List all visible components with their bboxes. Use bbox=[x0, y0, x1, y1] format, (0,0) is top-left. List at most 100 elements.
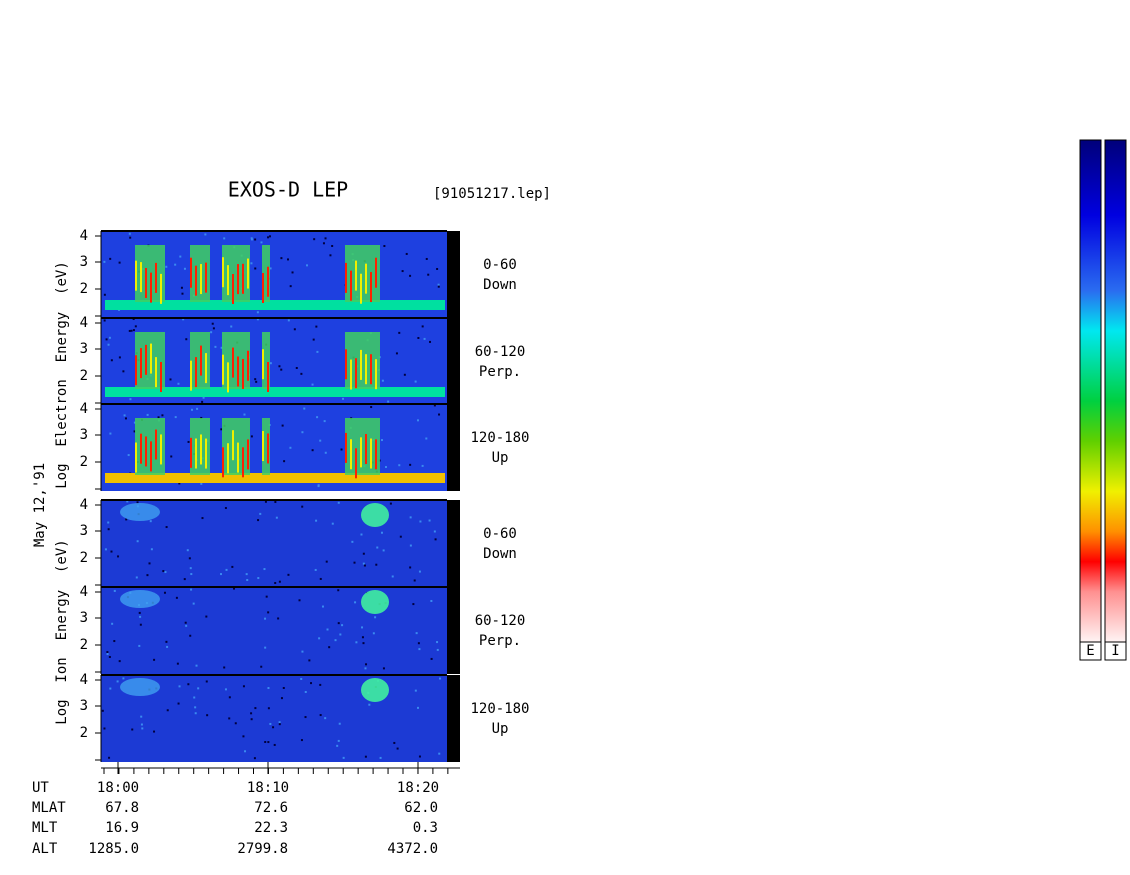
row-value: 4372.0 bbox=[387, 841, 438, 857]
speckle bbox=[339, 633, 342, 636]
file-name: [91051217.lep] bbox=[433, 186, 551, 202]
speckle bbox=[170, 455, 173, 458]
speckle bbox=[201, 517, 204, 520]
speckle bbox=[212, 327, 215, 330]
speckle bbox=[150, 548, 153, 551]
speckle bbox=[430, 657, 433, 660]
speckle bbox=[399, 535, 402, 538]
speckle bbox=[319, 577, 322, 580]
speckle bbox=[421, 325, 424, 328]
speckle bbox=[129, 398, 132, 401]
speckle bbox=[118, 261, 121, 264]
speckle bbox=[165, 526, 168, 529]
speckle bbox=[109, 432, 112, 435]
speckle bbox=[223, 666, 226, 669]
speckle bbox=[354, 601, 357, 604]
burst-streak bbox=[200, 434, 202, 465]
y-tick-label: 4 bbox=[80, 497, 88, 513]
row-value: 22.3 bbox=[254, 820, 288, 836]
speckle bbox=[267, 741, 270, 744]
speckle bbox=[140, 715, 143, 718]
speckle bbox=[334, 639, 337, 642]
speckle bbox=[103, 293, 106, 296]
speckle bbox=[280, 257, 283, 260]
burst-streak bbox=[262, 273, 264, 304]
speckle bbox=[362, 552, 365, 555]
blob bbox=[120, 503, 160, 521]
y-tick-label: 3 bbox=[80, 254, 88, 270]
speckle bbox=[434, 538, 437, 541]
speckle bbox=[414, 689, 417, 692]
burst-streak bbox=[365, 263, 367, 294]
direction-label: Up bbox=[492, 721, 509, 737]
speckle bbox=[165, 265, 168, 268]
speckle bbox=[416, 419, 419, 422]
speckle bbox=[269, 267, 272, 270]
speckle bbox=[383, 244, 386, 247]
speckle bbox=[311, 383, 314, 386]
burst-streak bbox=[150, 343, 152, 374]
speckle bbox=[161, 414, 164, 417]
burst-streak bbox=[370, 272, 372, 303]
speckle bbox=[196, 407, 199, 410]
burst-streak bbox=[375, 439, 377, 470]
speckle bbox=[205, 680, 208, 683]
speckle bbox=[417, 336, 420, 339]
burst-streak bbox=[155, 262, 157, 293]
speckle bbox=[384, 466, 387, 469]
speckle bbox=[337, 622, 340, 625]
speckle bbox=[122, 677, 125, 680]
row-value: 72.6 bbox=[254, 800, 288, 816]
speckle bbox=[201, 400, 204, 403]
angle-label: 0-60 bbox=[483, 526, 517, 542]
speckle bbox=[304, 716, 307, 719]
speckle bbox=[317, 484, 320, 487]
speckle bbox=[423, 337, 426, 340]
speckle bbox=[287, 573, 290, 576]
burst-streak bbox=[370, 438, 372, 469]
speckle bbox=[382, 667, 385, 670]
speckle bbox=[409, 274, 412, 277]
speckle bbox=[436, 641, 439, 644]
speckle bbox=[133, 430, 136, 433]
speckle bbox=[220, 428, 223, 431]
speckle bbox=[274, 581, 277, 584]
burst-streak bbox=[227, 443, 229, 474]
speckle bbox=[362, 642, 365, 645]
speckle bbox=[242, 735, 245, 738]
speckle bbox=[250, 435, 253, 438]
speckle bbox=[275, 516, 278, 519]
burst-streak bbox=[205, 353, 207, 384]
speckle bbox=[269, 722, 272, 725]
speckle bbox=[106, 653, 109, 656]
speckle bbox=[289, 285, 292, 288]
speckle bbox=[391, 575, 394, 578]
speckle bbox=[418, 755, 421, 758]
speckle bbox=[128, 232, 131, 235]
speckle bbox=[289, 446, 292, 449]
speckle bbox=[189, 567, 192, 570]
speckle bbox=[342, 756, 345, 759]
speckle bbox=[136, 540, 139, 543]
speckle bbox=[183, 267, 186, 270]
speckle bbox=[117, 555, 120, 558]
speckle bbox=[437, 283, 440, 286]
speckle bbox=[280, 697, 283, 700]
burst-streak bbox=[375, 359, 377, 390]
speckle bbox=[303, 407, 306, 410]
speckle bbox=[353, 561, 356, 564]
speckle bbox=[361, 626, 364, 629]
burst-streak bbox=[200, 345, 202, 376]
speckle bbox=[139, 615, 142, 618]
speckle bbox=[126, 500, 129, 503]
burst-streak bbox=[247, 439, 249, 470]
burst-streak bbox=[190, 360, 192, 391]
colorbar bbox=[1079, 139, 1102, 643]
speckle bbox=[324, 451, 327, 454]
speckle bbox=[361, 636, 364, 639]
speckle bbox=[182, 318, 185, 321]
speckle bbox=[106, 651, 109, 654]
speckle bbox=[139, 623, 142, 626]
speckle bbox=[104, 548, 107, 551]
speckle bbox=[178, 482, 181, 485]
